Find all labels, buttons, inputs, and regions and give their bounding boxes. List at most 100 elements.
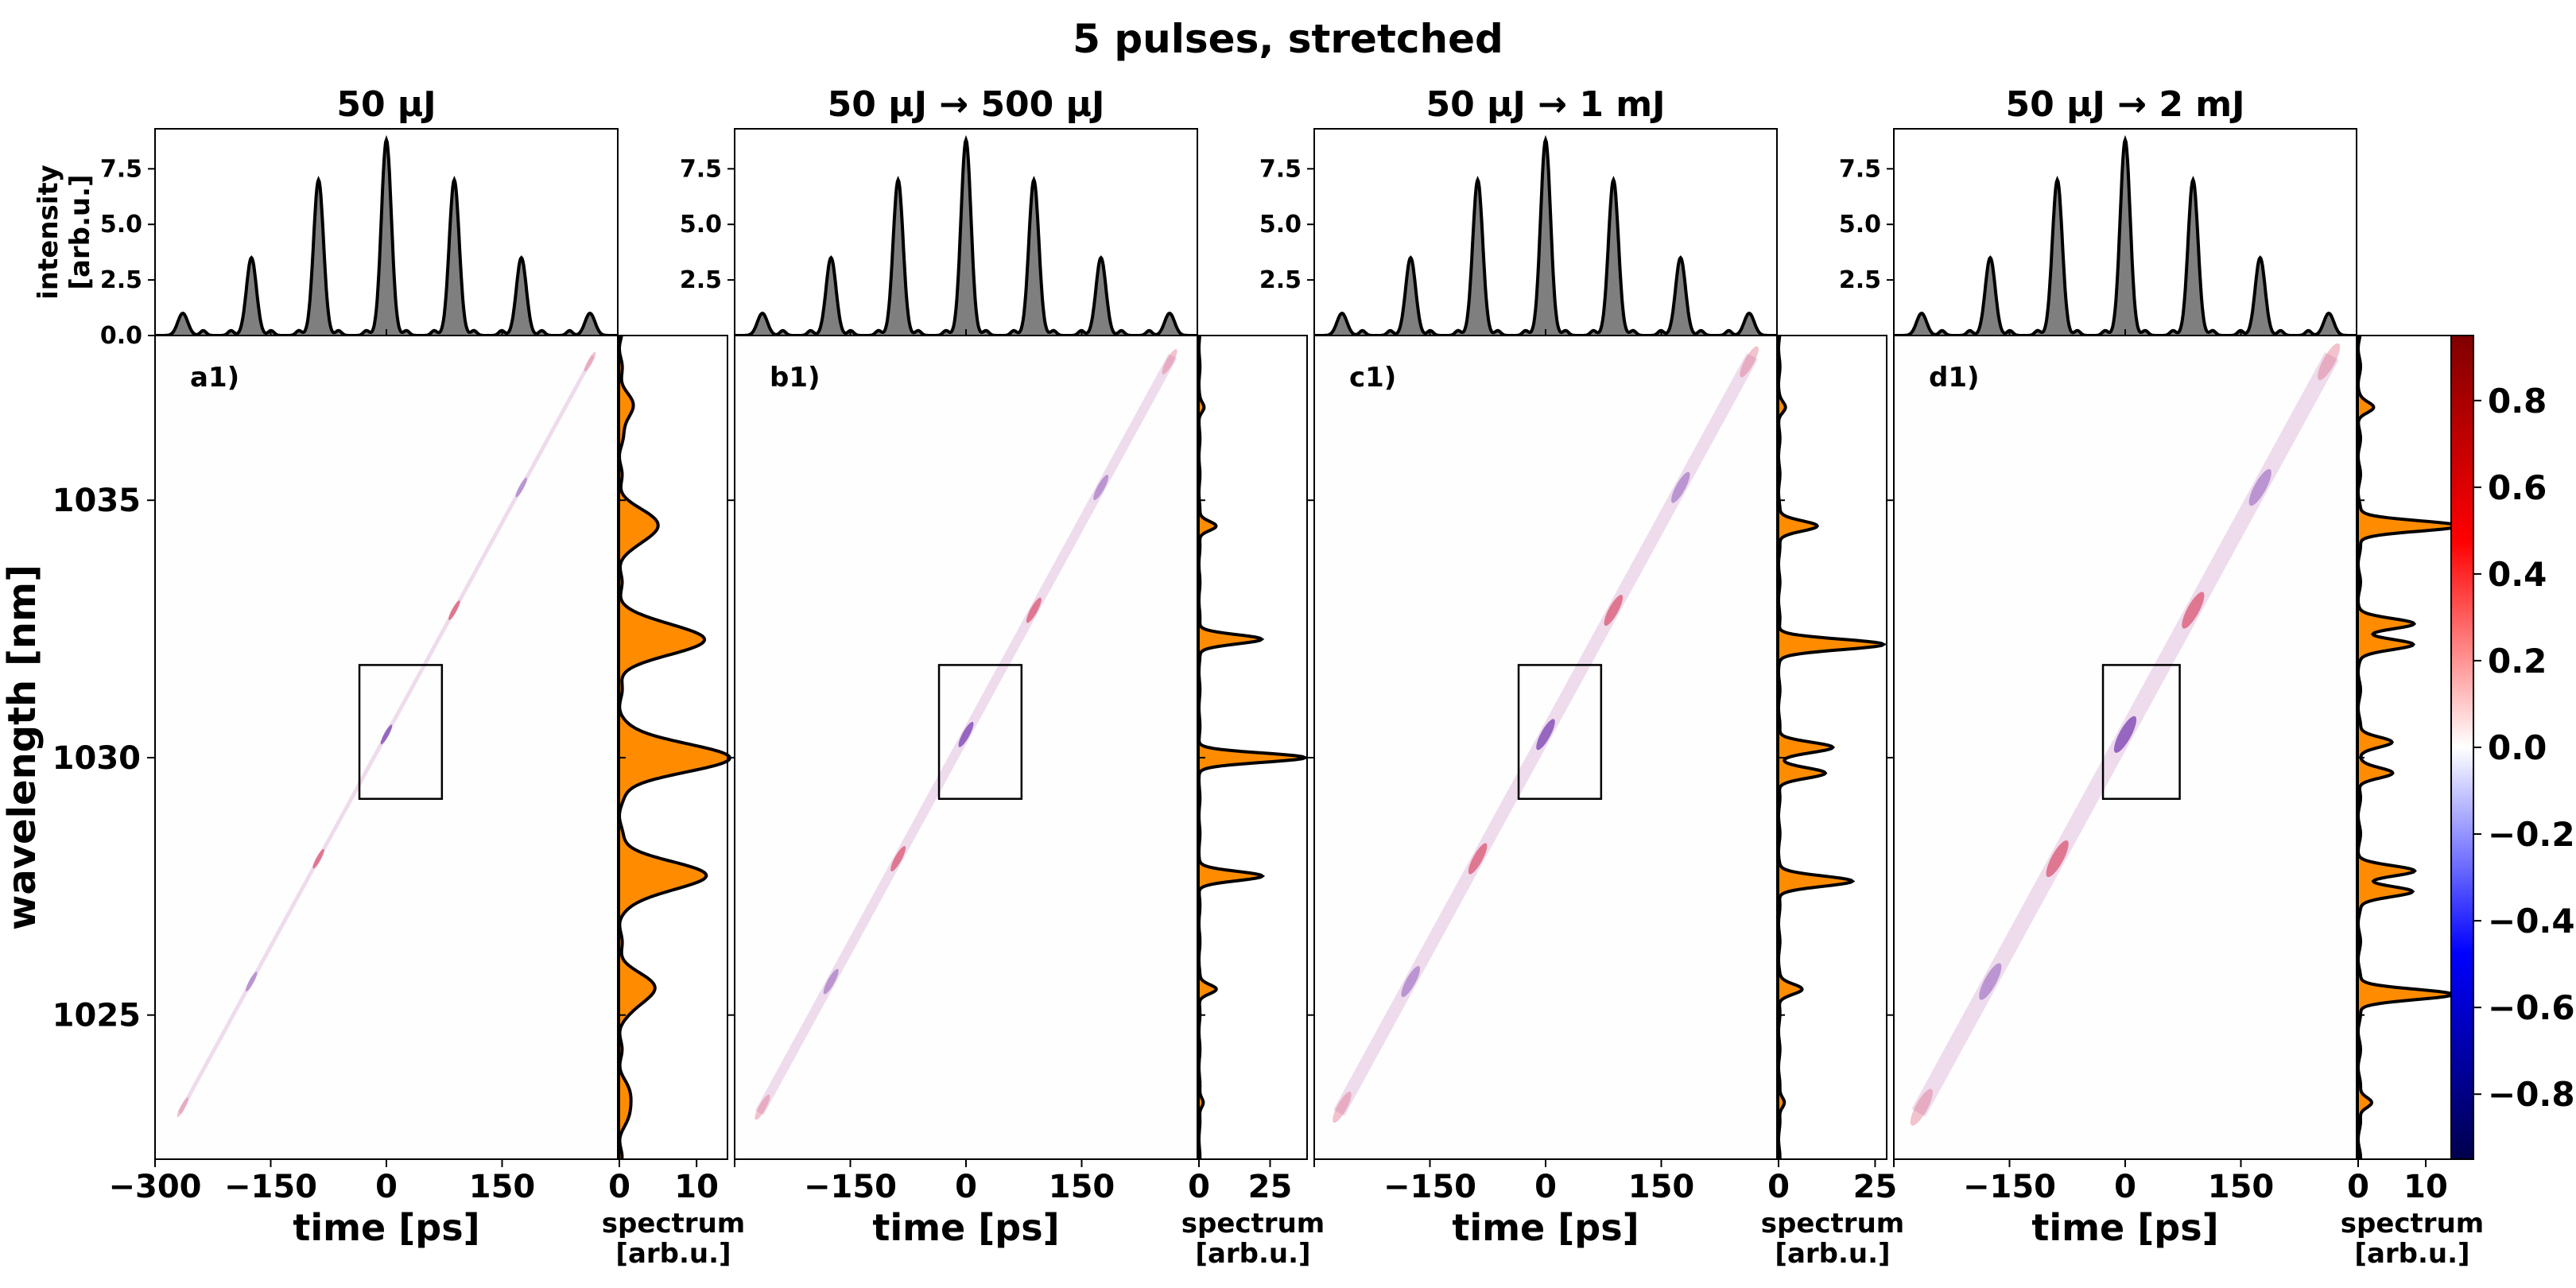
pulse-blob bbox=[1910, 1088, 1934, 1126]
time-tick-label: 0 bbox=[375, 1169, 398, 1205]
intensity-fill bbox=[1314, 140, 1777, 336]
spectrum-axis-label-line: spectrum bbox=[1761, 1208, 1904, 1240]
pulse-blob bbox=[2182, 592, 2205, 629]
panel-label: b1) bbox=[770, 362, 821, 394]
intensity-plot: 2.5 5.0 7.5 bbox=[680, 128, 1198, 337]
time-tick-label: 150 bbox=[1049, 1169, 1115, 1205]
spectrum-axis-label-line: [arb.u.] bbox=[615, 1238, 731, 1270]
panels-group: 50 μJ0.02.55.07.5intensity[arb.u.]a1)−30… bbox=[0, 84, 2484, 1270]
pulse-blob bbox=[1604, 595, 1624, 627]
colorbar-tick-label: −0.6 bbox=[2488, 988, 2575, 1027]
time-tick-label: −150 bbox=[224, 1169, 317, 1205]
time-tick-label: 150 bbox=[469, 1169, 536, 1205]
pulse-blob bbox=[380, 724, 393, 745]
pulse-blob bbox=[515, 477, 527, 498]
spectrum-tick-label: 0 bbox=[2347, 1169, 2369, 1205]
time-tick-label: −150 bbox=[1383, 1169, 1476, 1205]
pulse-blob bbox=[2248, 468, 2271, 506]
panel-title: 50 μJ → 1 mJ bbox=[1426, 84, 1666, 125]
time-tick-label: −150 bbox=[804, 1169, 897, 1205]
spectrum-axis-label-line: [arb.u.] bbox=[1775, 1238, 1890, 1270]
pulse-blob bbox=[1740, 346, 1759, 378]
pulse-blob bbox=[1162, 349, 1177, 374]
pulse-blob bbox=[958, 721, 974, 747]
intensity-tick-label: 5.0 bbox=[1259, 211, 1302, 239]
inset-box bbox=[937, 664, 1023, 801]
pulse-blob bbox=[1333, 1092, 1352, 1123]
time-tick-label: −150 bbox=[1963, 1169, 2056, 1205]
spectrum-tick-label: 0 bbox=[608, 1169, 630, 1205]
pulse-blob bbox=[1536, 719, 1555, 751]
inset-box bbox=[358, 664, 444, 801]
spectrum-frame bbox=[1778, 335, 1887, 1160]
intensity-tick-label: 5.0 bbox=[1839, 211, 1881, 239]
pulse-blob bbox=[2046, 840, 2069, 878]
spectrum-axis-label: spectrum [arb.u.] bbox=[1761, 1208, 1904, 1270]
intensity-fill bbox=[1894, 140, 2357, 336]
time-axis-label: time [ps] bbox=[2031, 1206, 2218, 1249]
spectrum-tick-label: 0 bbox=[1767, 1169, 1790, 1205]
intensity-tick-label: 2.5 bbox=[1259, 266, 1302, 294]
time-tick-label: 0 bbox=[2114, 1169, 2136, 1205]
colorbar-tick-label: −0.4 bbox=[2488, 902, 2575, 941]
colorbar: −0.8 −0.6 −0.4 −0.2 0.0 0.2 0.4 0.6 0.8 bbox=[2450, 335, 2575, 1160]
spectrum-axis-label-line: spectrum bbox=[2341, 1208, 2484, 1240]
time-tick-label: −300 bbox=[108, 1169, 201, 1205]
colorbar-tick-label: −0.8 bbox=[2488, 1075, 2575, 1114]
spectrum-line bbox=[2357, 335, 2463, 1160]
spectrum-fill bbox=[619, 336, 730, 1159]
spectrum-axis-label: spectrum [arb.u.] bbox=[602, 1208, 745, 1270]
intensity-line bbox=[1314, 134, 1777, 337]
time-axis-label: time [ps] bbox=[1452, 1206, 1639, 1249]
time-axis-label: time [ps] bbox=[293, 1206, 479, 1249]
panel-label: d1) bbox=[1929, 362, 1980, 394]
spectrum-tick-label: 10 bbox=[2403, 1169, 2448, 1205]
intensity-axis-label-line: intensity bbox=[33, 165, 64, 300]
colorbar-tick-label: 0.4 bbox=[2488, 555, 2547, 594]
pulse-blob bbox=[1093, 475, 1109, 500]
pulse-blob bbox=[1468, 843, 1488, 875]
intensity-tick-label: 2.5 bbox=[1839, 266, 1881, 294]
pulse-blob bbox=[584, 351, 596, 372]
spectrum-axis-label: spectrum [arb.u.] bbox=[2341, 1208, 2484, 1270]
intensity-tick-label: 2.5 bbox=[680, 266, 722, 294]
time-tick-label: 0 bbox=[955, 1169, 977, 1205]
spectrum-axis-label-line: spectrum bbox=[602, 1208, 745, 1240]
colorbar-tick-label: 0.8 bbox=[2488, 382, 2547, 421]
wavelength-tick-label: 1035 bbox=[52, 483, 141, 519]
intensity-fill bbox=[735, 140, 1197, 336]
wavelength-axis-label: wavelength [nm] bbox=[0, 564, 45, 930]
pulse-blob bbox=[1670, 471, 1690, 503]
intensity-line bbox=[155, 134, 618, 337]
wavelength-tick-label: 1030 bbox=[52, 740, 141, 777]
colorbar-tick-label: −0.2 bbox=[2488, 815, 2575, 854]
pulse-blob bbox=[1026, 597, 1042, 623]
panel-label: a1) bbox=[190, 362, 239, 394]
spectrum-frame bbox=[619, 335, 728, 1160]
time-axis-label: time [ps] bbox=[872, 1206, 1059, 1249]
intensity-tick-label: 7.5 bbox=[680, 155, 722, 183]
intensity-fill bbox=[155, 140, 618, 336]
pulse-blob bbox=[312, 848, 324, 869]
spectrum-frame bbox=[1198, 335, 1308, 1160]
spectrum-tick-label: 0 bbox=[1188, 1169, 1210, 1205]
spectrum-axis-label-line: [arb.u.] bbox=[1195, 1238, 1310, 1270]
intensity-tick-label: 5.0 bbox=[100, 211, 142, 239]
intensity-tick-label: 7.5 bbox=[100, 155, 142, 183]
intensity-tick-label: 0.0 bbox=[100, 322, 142, 350]
spectrum-axis-label-line: spectrum bbox=[1181, 1208, 1325, 1240]
spectrum-tick-label: 10 bbox=[674, 1169, 719, 1205]
spectrum-tick-label: 25 bbox=[1248, 1169, 1293, 1205]
intensity-plot: 2.5 5.0 7.5 bbox=[1259, 128, 1778, 337]
panel-a: 50 μJ0.02.55.07.5intensity[arb.u.]a1)−30… bbox=[0, 84, 745, 1270]
spectrum-tick-label: 25 bbox=[1853, 1169, 1898, 1205]
